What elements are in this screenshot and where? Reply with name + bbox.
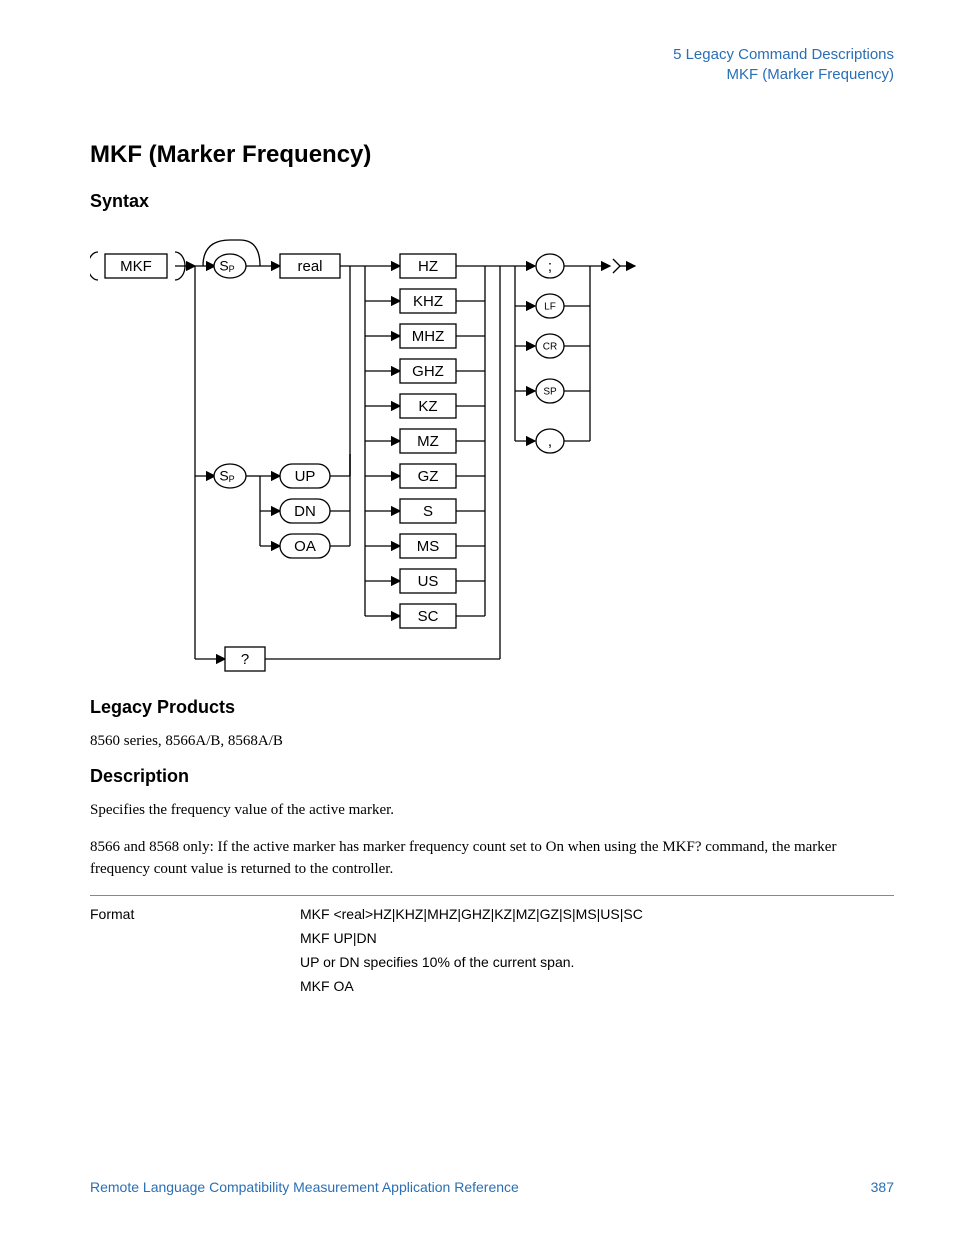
node-query: ? — [241, 650, 249, 667]
verbs-column: UP DN OA — [260, 464, 350, 558]
svg-text:MHZ: MHZ — [412, 327, 445, 344]
svg-text:SC: SC — [418, 607, 439, 624]
description-heading: Description — [90, 766, 894, 787]
format-content: MKF <real>HZ|KHZ|MHZ|GHZ|KZ|MZ|GZ|S|MS|U… — [300, 906, 643, 1002]
description-p2: 8566 and 8568 only: If the active marker… — [90, 836, 894, 881]
svg-text:;: ; — [548, 257, 552, 274]
svg-text:OA: OA — [294, 537, 316, 554]
svg-text:US: US — [418, 572, 439, 589]
legacy-heading: Legacy Products — [90, 697, 894, 718]
format-label: Format — [90, 906, 300, 1002]
legacy-text: 8560 series, 8566A/B, 8568A/B — [90, 730, 894, 753]
page-header: 5 Legacy Command Descriptions MKF (Marke… — [90, 45, 894, 86]
syntax-diagram: MKF SP real — [90, 224, 894, 679]
description-p1: Specifies the frequency value of the act… — [90, 799, 894, 822]
svg-text:,: , — [548, 432, 552, 449]
format-line1: MKF <real>HZ|KHZ|MHZ|GHZ|KZ|MZ|GZ|S|MS|U… — [300, 906, 643, 922]
svg-text:GZ: GZ — [418, 467, 439, 484]
terminators-column: ; LF CR SP , — [515, 254, 590, 453]
svg-text:MZ: MZ — [417, 432, 439, 449]
svg-text:GHZ: GHZ — [412, 362, 444, 379]
format-table: Format MKF <real>HZ|KHZ|MHZ|GHZ|KZ|MZ|GZ… — [90, 895, 894, 1002]
header-topic: MKF (Marker Frequency) — [90, 65, 894, 85]
svg-text:MS: MS — [417, 537, 440, 554]
svg-text:KHZ: KHZ — [413, 292, 443, 309]
svg-text:KZ: KZ — [418, 397, 437, 414]
units-column: HZ KHZ MHZ — [365, 254, 485, 628]
footer-page-number: 387 — [871, 1179, 894, 1195]
header-chapter: 5 Legacy Command Descriptions — [90, 45, 894, 65]
page-footer: Remote Language Compatibility Measuremen… — [90, 1179, 894, 1195]
node-mkf: MKF — [120, 257, 152, 274]
svg-text:LF: LF — [544, 301, 556, 312]
page-title: MKF (Marker Frequency) — [90, 141, 894, 169]
format-line4: MKF OA — [300, 978, 643, 994]
svg-text:DN: DN — [294, 502, 316, 519]
node-real: real — [297, 257, 322, 274]
format-line2: MKF UP|DN — [300, 930, 643, 946]
svg-text:UP: UP — [295, 467, 316, 484]
svg-text:S: S — [423, 502, 433, 519]
svg-text:SP: SP — [543, 386, 557, 397]
svg-text:HZ: HZ — [418, 257, 438, 274]
format-line3: UP or DN specifies 10% of the current sp… — [300, 954, 643, 970]
syntax-heading: Syntax — [90, 191, 894, 212]
svg-text:CR: CR — [543, 341, 557, 352]
footer-left: Remote Language Compatibility Measuremen… — [90, 1179, 519, 1195]
